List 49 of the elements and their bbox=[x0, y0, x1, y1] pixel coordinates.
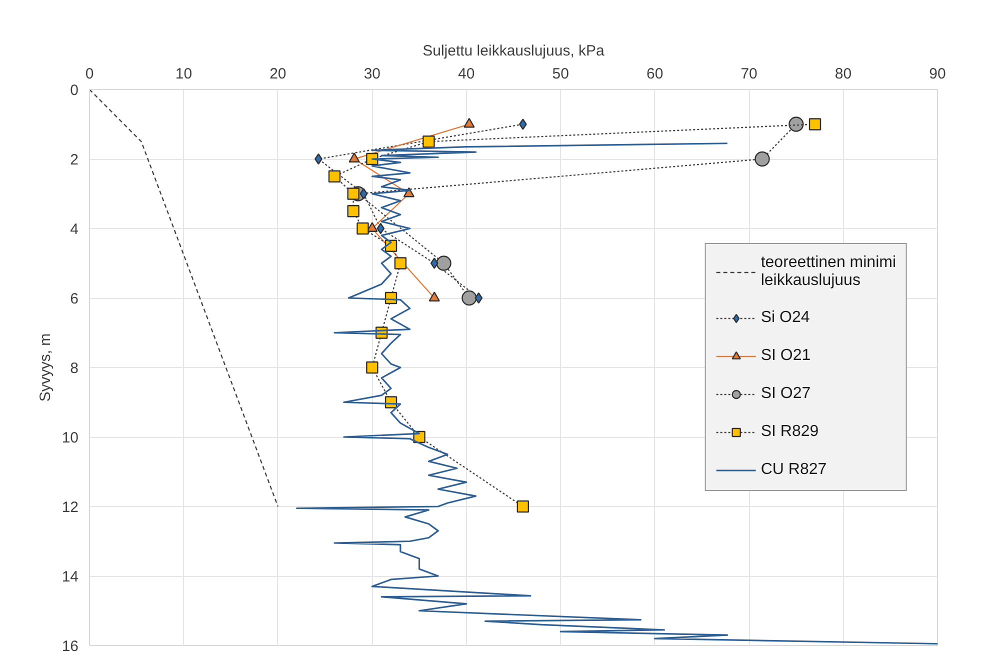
x-tick-label: 20 bbox=[270, 66, 286, 82]
point bbox=[464, 118, 475, 128]
x-tick-label: 40 bbox=[458, 66, 475, 82]
point bbox=[356, 222, 369, 235]
y-tick-label: 16 bbox=[62, 638, 79, 655]
y-axis-title: Syvyys, m bbox=[36, 333, 54, 402]
y-tick-label: 4 bbox=[70, 221, 78, 238]
x-axis-title: Suljettu leikkauslujuus, kPa bbox=[422, 42, 606, 60]
legend-label: SI O21 bbox=[760, 347, 811, 365]
point bbox=[394, 257, 407, 270]
legend-label: Si O24 bbox=[760, 309, 810, 327]
point bbox=[376, 222, 385, 234]
y-tick-label: 10 bbox=[62, 430, 79, 446]
x-tick-label: 50 bbox=[552, 66, 569, 82]
legend-label: SI O27 bbox=[760, 385, 811, 403]
point bbox=[808, 118, 822, 130]
point bbox=[348, 152, 360, 162]
point bbox=[436, 256, 452, 271]
y-tick-label: 8 bbox=[70, 360, 78, 377]
point bbox=[788, 116, 804, 132]
x-tick-label: 10 bbox=[175, 66, 192, 82]
point bbox=[422, 136, 435, 148]
legend-label: teoreettinen minimi leikkauslujuus bbox=[760, 254, 896, 290]
point bbox=[474, 292, 483, 304]
y-tick-label: 12 bbox=[62, 499, 79, 516]
point bbox=[360, 188, 368, 200]
x-tick-label: 80 bbox=[834, 66, 852, 82]
y-tick-label: 0 bbox=[70, 82, 78, 99]
point bbox=[754, 151, 770, 167]
x-tick-label: 60 bbox=[646, 66, 664, 82]
x-tick-label: 0 bbox=[85, 66, 94, 82]
point bbox=[347, 205, 360, 218]
x-tick-label: 70 bbox=[740, 66, 758, 82]
point bbox=[328, 170, 341, 182]
line-series bbox=[296, 142, 938, 645]
point bbox=[366, 361, 378, 374]
y-tick-label: 14 bbox=[62, 568, 79, 586]
point bbox=[462, 290, 477, 306]
x-tick-label: 30 bbox=[364, 66, 381, 82]
legend-label: CU R827 bbox=[760, 461, 827, 479]
point bbox=[347, 188, 360, 200]
y-tick-label: 2 bbox=[70, 152, 78, 168]
legend-label: SI R829 bbox=[760, 423, 819, 441]
point bbox=[430, 258, 438, 269]
y-tick-label: 6 bbox=[70, 290, 78, 308]
point bbox=[518, 118, 527, 130]
point bbox=[428, 292, 440, 302]
point bbox=[516, 500, 530, 513]
x-tick-label: 90 bbox=[929, 66, 946, 82]
